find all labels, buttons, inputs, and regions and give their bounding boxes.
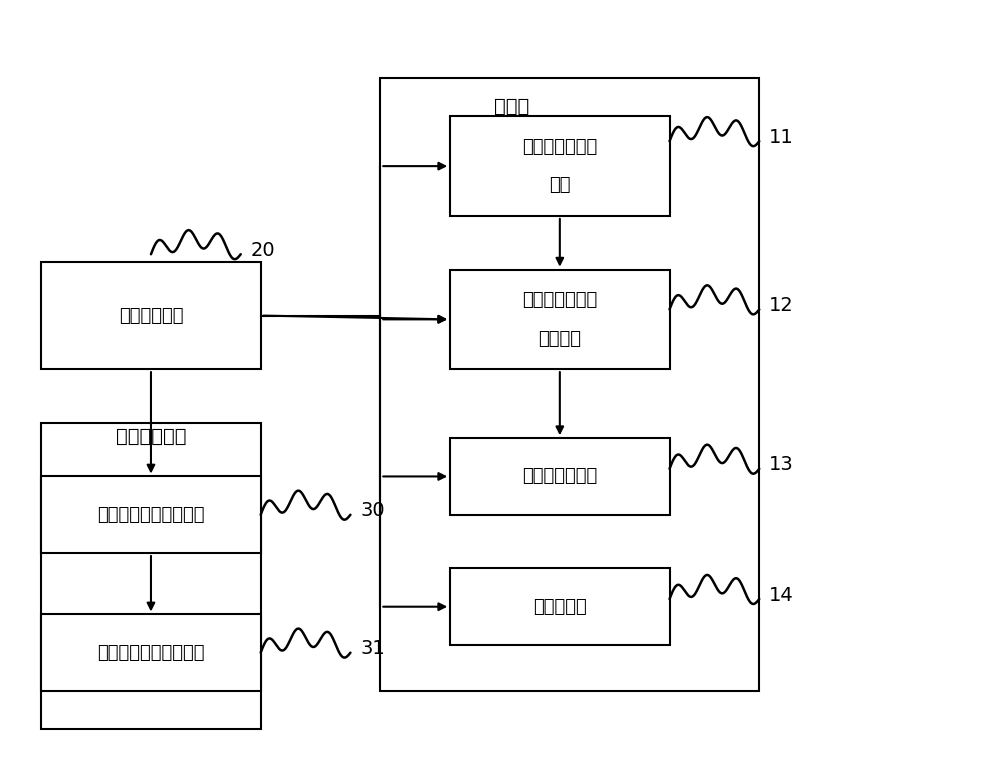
Text: 30: 30	[360, 501, 385, 521]
Text: 无人机: 无人机	[494, 97, 529, 116]
Text: 31: 31	[360, 639, 385, 658]
Text: 20: 20	[251, 241, 275, 260]
Text: 13: 13	[769, 455, 794, 474]
Text: 消防绳绕线装置: 消防绳绕线装置	[522, 291, 597, 309]
FancyBboxPatch shape	[450, 568, 670, 645]
FancyBboxPatch shape	[450, 270, 670, 369]
FancyBboxPatch shape	[41, 477, 261, 553]
FancyBboxPatch shape	[41, 614, 261, 691]
Text: 载荷爬行装置控制单元: 载荷爬行装置控制单元	[97, 506, 205, 524]
Text: 消防水枪开关控制单元: 消防水枪开关控制单元	[97, 644, 205, 661]
Text: 单元: 单元	[549, 176, 571, 195]
Text: 14: 14	[769, 586, 794, 604]
FancyBboxPatch shape	[450, 438, 670, 514]
Text: 红外热像仪: 红外热像仪	[533, 598, 587, 616]
Text: 无人机信号控制: 无人机信号控制	[522, 138, 597, 156]
Text: 11: 11	[769, 128, 794, 147]
FancyBboxPatch shape	[41, 423, 261, 729]
Text: 控制单元: 控制单元	[538, 330, 581, 348]
FancyBboxPatch shape	[380, 78, 759, 691]
FancyBboxPatch shape	[450, 116, 670, 216]
Text: 抛投器控制单元: 抛投器控制单元	[522, 468, 597, 485]
Text: 12: 12	[769, 296, 794, 315]
Text: 载荷爬行装置: 载荷爬行装置	[116, 427, 186, 446]
FancyBboxPatch shape	[41, 262, 261, 369]
Text: 地面控制单元: 地面控制单元	[119, 307, 183, 325]
